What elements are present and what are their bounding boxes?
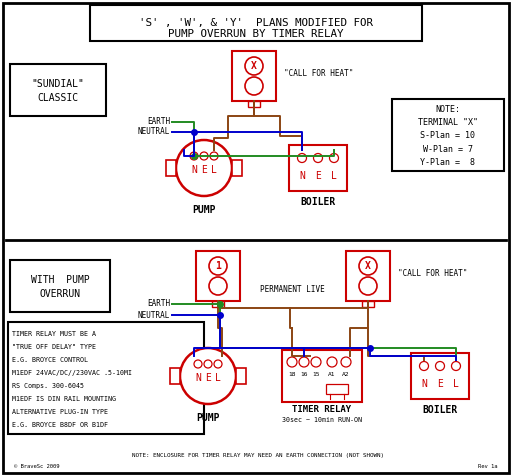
Text: E: E — [205, 373, 211, 383]
Bar — [196, 251, 240, 301]
Text: "SUNDIAL": "SUNDIAL" — [32, 79, 84, 89]
Bar — [282, 350, 362, 402]
Text: A1: A1 — [328, 371, 336, 377]
Circle shape — [436, 361, 444, 370]
Text: M1EDF 24VAC/DC//230VAC .5-10MI: M1EDF 24VAC/DC//230VAC .5-10MI — [12, 370, 132, 376]
Bar — [411, 353, 469, 399]
Text: L: L — [211, 165, 217, 175]
Bar — [362, 301, 374, 307]
Text: PUMP: PUMP — [192, 205, 216, 215]
Text: A2: A2 — [342, 371, 350, 377]
Bar — [289, 145, 347, 191]
Circle shape — [452, 361, 460, 370]
Bar — [326, 384, 348, 394]
Text: E.G. BROYCE B8DF OR B1DF: E.G. BROYCE B8DF OR B1DF — [12, 422, 108, 428]
Circle shape — [330, 153, 338, 162]
Text: TIMER RELAY: TIMER RELAY — [292, 406, 352, 415]
Circle shape — [297, 153, 307, 162]
Circle shape — [214, 360, 222, 368]
Text: WITH  PUMP: WITH PUMP — [31, 275, 90, 285]
Text: E: E — [315, 171, 321, 181]
Circle shape — [209, 277, 227, 295]
Text: 'S' , 'W', & 'Y'  PLANS MODIFIED FOR: 'S' , 'W', & 'Y' PLANS MODIFIED FOR — [139, 18, 373, 28]
Bar — [346, 251, 390, 301]
Circle shape — [359, 277, 377, 295]
Circle shape — [245, 57, 263, 75]
Bar — [170, 368, 180, 384]
Text: NOTE: ENCLOSURE FOR TIMER RELAY MAY NEED AN EARTH CONNECTION (NOT SHOWN): NOTE: ENCLOSURE FOR TIMER RELAY MAY NEED… — [132, 454, 384, 458]
Text: "TRUE OFF DELAY" TYPE: "TRUE OFF DELAY" TYPE — [12, 344, 96, 350]
Text: NOTE:
TERMINAL "X"
S-Plan = 10
W-Plan = 7
Y-Plan =  8: NOTE: TERMINAL "X" S-Plan = 10 W-Plan = … — [418, 105, 478, 167]
Text: 16: 16 — [300, 371, 308, 377]
Text: BOILER: BOILER — [301, 197, 336, 207]
Text: Rev 1a: Rev 1a — [479, 464, 498, 468]
Circle shape — [341, 357, 351, 367]
Circle shape — [245, 77, 263, 95]
Bar — [10, 260, 110, 312]
Text: ALTERNATIVE PLUG-IN TYPE: ALTERNATIVE PLUG-IN TYPE — [12, 409, 108, 415]
Circle shape — [194, 360, 202, 368]
Bar — [10, 64, 106, 116]
Circle shape — [299, 357, 309, 367]
Circle shape — [311, 357, 321, 367]
Text: OVERRUN: OVERRUN — [39, 289, 80, 299]
Circle shape — [176, 140, 232, 196]
Circle shape — [180, 348, 236, 404]
Text: EARTH: EARTH — [147, 299, 170, 308]
Bar — [232, 51, 276, 101]
Bar — [236, 368, 246, 384]
Text: E: E — [201, 165, 207, 175]
Text: 15: 15 — [312, 371, 320, 377]
Circle shape — [209, 257, 227, 275]
Text: L: L — [331, 171, 337, 181]
Circle shape — [190, 152, 198, 160]
Text: 18: 18 — [288, 371, 296, 377]
Text: PUMP: PUMP — [196, 413, 220, 423]
Bar — [248, 101, 260, 107]
Bar — [212, 301, 224, 307]
Bar — [392, 99, 504, 171]
Circle shape — [313, 153, 323, 162]
Text: NEUTRAL: NEUTRAL — [138, 310, 170, 319]
Circle shape — [200, 152, 208, 160]
Text: TIMER RELAY MUST BE A: TIMER RELAY MUST BE A — [12, 331, 96, 337]
Circle shape — [210, 152, 218, 160]
Bar — [166, 160, 176, 176]
Text: N: N — [195, 373, 201, 383]
Text: 1: 1 — [215, 261, 221, 271]
Text: "CALL FOR HEAT": "CALL FOR HEAT" — [284, 69, 353, 79]
Text: X: X — [365, 261, 371, 271]
Text: © BraveSc 2009: © BraveSc 2009 — [14, 464, 59, 468]
Text: NEUTRAL: NEUTRAL — [138, 128, 170, 137]
Circle shape — [419, 361, 429, 370]
Text: PERMANENT LIVE: PERMANENT LIVE — [260, 286, 325, 295]
Text: X: X — [251, 61, 257, 71]
Bar — [232, 160, 242, 176]
Text: CLASSIC: CLASSIC — [37, 93, 78, 103]
Text: N: N — [191, 165, 197, 175]
Circle shape — [204, 360, 212, 368]
Text: L: L — [453, 379, 459, 389]
Text: M1EDF IS DIN RAIL MOUNTING: M1EDF IS DIN RAIL MOUNTING — [12, 396, 116, 402]
Text: BOILER: BOILER — [422, 405, 458, 415]
Text: PUMP OVERRUN BY TIMER RELAY: PUMP OVERRUN BY TIMER RELAY — [168, 29, 344, 39]
Text: EARTH: EARTH — [147, 118, 170, 127]
Circle shape — [327, 357, 337, 367]
Text: N: N — [299, 171, 305, 181]
Circle shape — [287, 357, 297, 367]
Text: RS Comps. 300-6045: RS Comps. 300-6045 — [12, 383, 84, 389]
Text: E: E — [437, 379, 443, 389]
Text: 30sec ~ 10min RUN-ON: 30sec ~ 10min RUN-ON — [282, 417, 362, 423]
Text: L: L — [215, 373, 221, 383]
Text: "CALL FOR HEAT": "CALL FOR HEAT" — [398, 269, 467, 278]
Bar — [8, 322, 204, 434]
Bar — [90, 5, 422, 41]
Text: N: N — [421, 379, 427, 389]
Circle shape — [359, 257, 377, 275]
Text: E.G. BROYCE CONTROL: E.G. BROYCE CONTROL — [12, 357, 88, 363]
